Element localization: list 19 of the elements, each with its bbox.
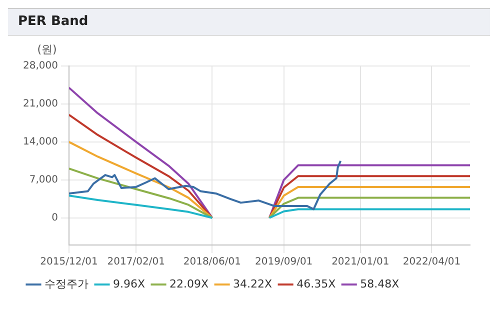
y-tick-label: 28,000 (22, 60, 58, 72)
x-tick-label: 2017/02/01 (107, 256, 165, 268)
y-tick-label: 21,000 (22, 98, 58, 110)
x-tick-label: 2022/04/01 (402, 256, 461, 268)
x-tick-label: 2021/01/01 (332, 256, 390, 268)
legend-label: 58.48X (360, 277, 400, 290)
y-tick-label: 0 (52, 212, 58, 224)
y-tick-label: 7,000 (29, 174, 58, 186)
legend-label: 46.35X (296, 277, 336, 290)
legend-label: 34.22X (233, 277, 273, 290)
legend-label: 9.96X (113, 277, 146, 290)
legend-label: 수정주가 (44, 277, 88, 290)
y-tick-label: 14,000 (22, 136, 58, 148)
x-tick-label: 2019/09/01 (255, 256, 313, 268)
x-tick-label: 2015/12/01 (40, 256, 98, 268)
legend-label: 22.09X (170, 277, 210, 290)
y-axis-title: (원) (37, 42, 57, 56)
chart-title: PER Band (8, 8, 490, 36)
x-tick-label: 2018/06/01 (183, 256, 241, 268)
